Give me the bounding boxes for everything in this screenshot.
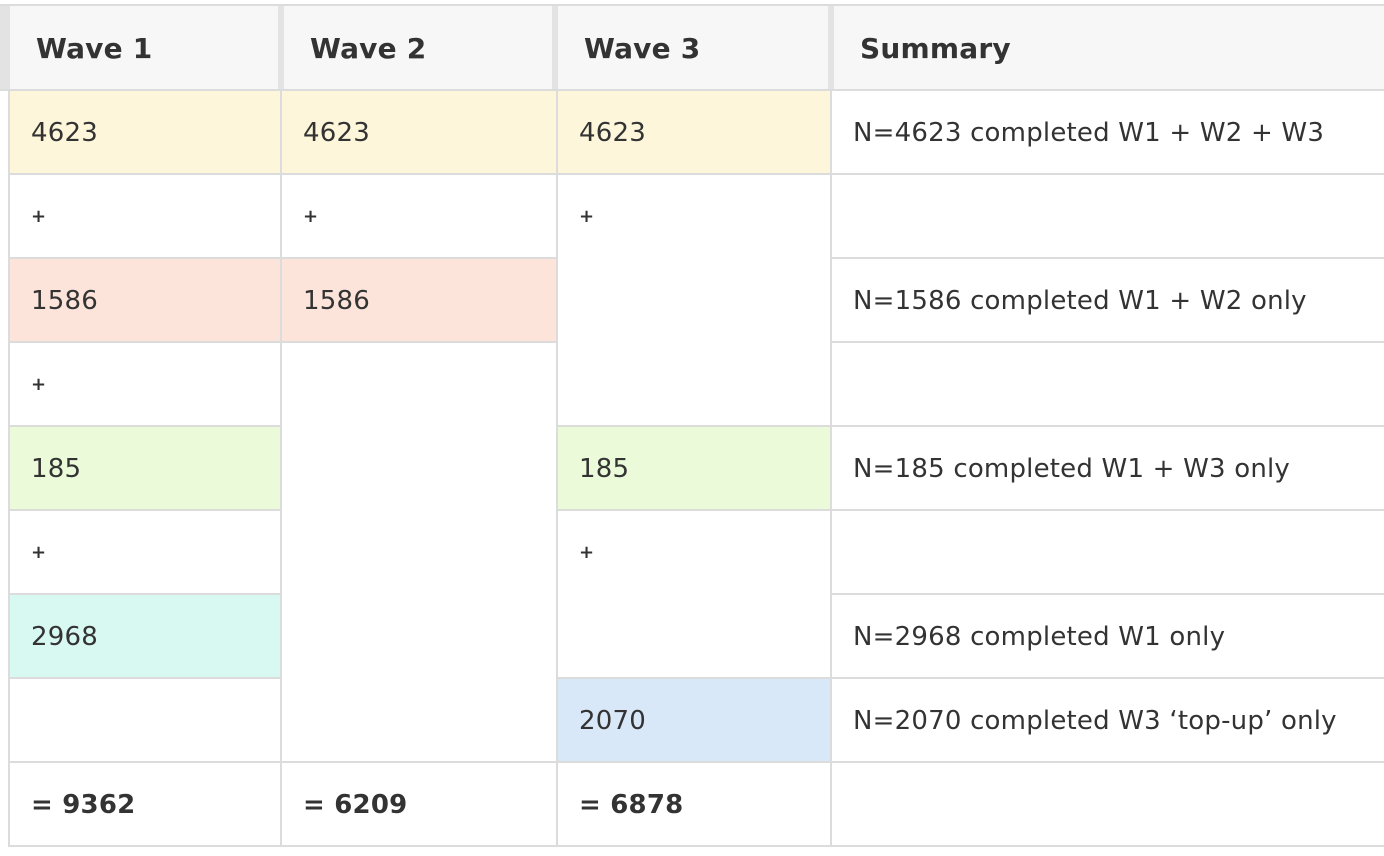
cell-w2-w1w2: 1586: [282, 259, 556, 342]
grid-line: [8, 173, 282, 175]
grid-line: [830, 677, 1384, 679]
header-separator: [278, 6, 284, 90]
grid-line: [8, 845, 282, 847]
grid-line: [8, 425, 282, 427]
grid-line: [830, 845, 1384, 847]
grid-line: [830, 89, 832, 847]
grid-line: [556, 845, 832, 847]
header-wave-3: Wave 3: [558, 6, 828, 90]
grid-line: [280, 761, 558, 763]
plus-sign: +: [579, 542, 595, 563]
grid-line: [280, 341, 558, 343]
plus-sign: +: [31, 374, 47, 395]
plus-sign: +: [31, 542, 47, 563]
summary-w1-only: N=2968 completed W1 only: [853, 621, 1226, 652]
header-bottom-border: [0, 89, 1384, 91]
header-separator: [0, 6, 10, 90]
grid-line: [8, 509, 282, 511]
grid-line: [830, 593, 1384, 595]
grid-line: [830, 425, 1384, 427]
grid-line: [556, 761, 832, 763]
cell-w3-w1w3: 185: [558, 427, 830, 510]
grid-line: [8, 761, 282, 763]
total-wave-1: = 9362: [31, 789, 136, 820]
header-summary: Summary: [834, 6, 1384, 90]
header-separator: [828, 6, 834, 90]
plus-sign: +: [303, 206, 319, 227]
grid-line: [556, 89, 558, 847]
grid-line: [8, 341, 282, 343]
header-wave-1: Wave 1: [10, 6, 278, 90]
grid-line: [556, 173, 832, 175]
cell-w1-w1w3: 185: [10, 427, 280, 510]
grid-line: [556, 677, 832, 679]
grid-line: [8, 89, 10, 847]
grid-line: [830, 341, 1384, 343]
grid-line: [280, 173, 558, 175]
grid-line: [8, 257, 282, 259]
plus-sign: +: [579, 206, 595, 227]
summary-w3-topup: N=2070 completed W3 ‘top-up’ only: [853, 705, 1337, 736]
grid-line: [830, 509, 1384, 511]
grid-line: [556, 509, 832, 511]
cell-w2-all-three: 4623: [282, 91, 556, 174]
grid-line: [830, 173, 1384, 175]
grid-line: [280, 257, 558, 259]
header-top-border: [0, 4, 1384, 6]
cell-w1-only: 2968: [10, 595, 280, 678]
grid-line: [280, 845, 558, 847]
cell-w1-w1w2: 1586: [10, 259, 280, 342]
grid-line: [280, 89, 282, 847]
plus-sign: +: [31, 206, 47, 227]
grid-line: [830, 761, 1384, 763]
cell-w3-topup: 2070: [558, 679, 830, 762]
summary-all-three: N=4623 completed W1 + W2 + W3: [853, 117, 1325, 148]
grid-line: [8, 677, 282, 679]
grid-line: [8, 593, 282, 595]
total-wave-3: = 6878: [579, 789, 684, 820]
summary-w1w3: N=185 completed W1 + W3 only: [853, 453, 1291, 484]
cell-w3-all-three: 4623: [558, 91, 830, 174]
header-separator: [552, 6, 558, 90]
header-wave-2: Wave 2: [284, 6, 552, 90]
grid-line: [830, 257, 1384, 259]
cell-w1-all-three: 4623: [10, 91, 280, 174]
total-wave-2: = 6209: [303, 789, 408, 820]
grid-line: [556, 425, 832, 427]
summary-w1w2: N=1586 completed W1 + W2 only: [853, 285, 1307, 316]
